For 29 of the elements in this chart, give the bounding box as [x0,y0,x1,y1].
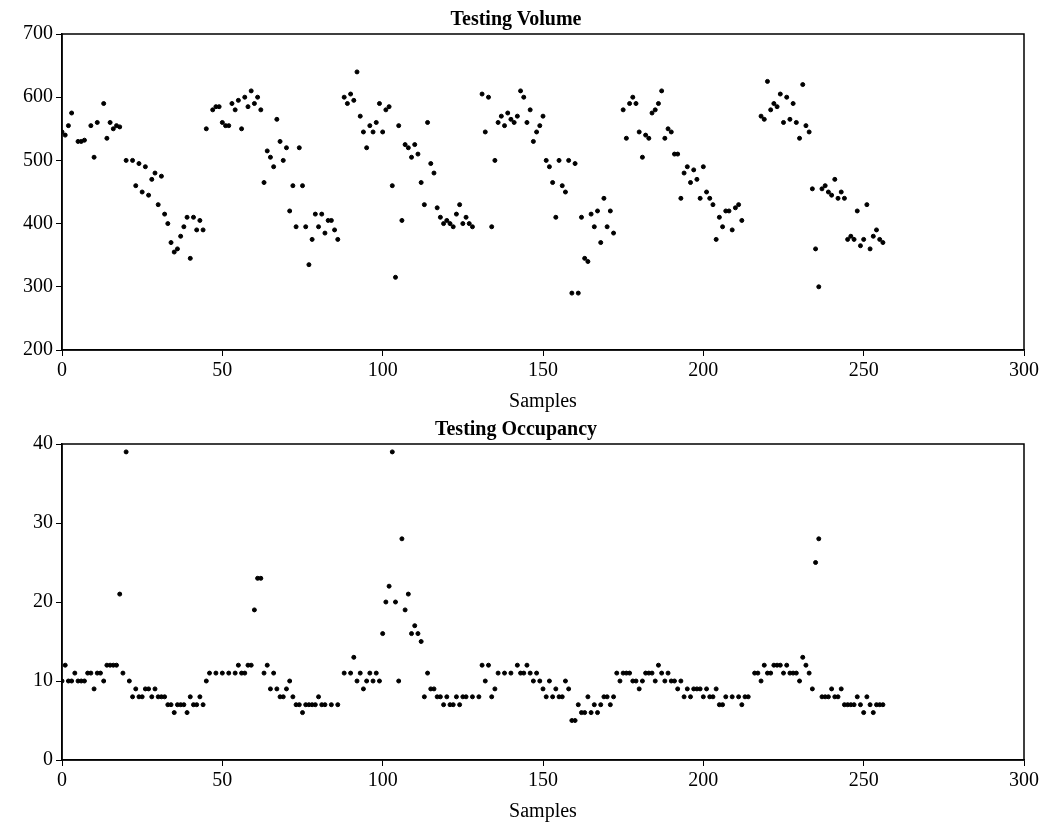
y-tick-label: 20 [33,589,53,612]
x-tick-label: 0 [57,358,67,381]
x-tick-label: 150 [528,358,558,381]
x-axis-title: Samples [509,799,578,823]
x-tick-label: 300 [1009,358,1039,381]
y-tick-label: 30 [33,510,53,533]
y-tick-label: 40 [33,431,53,454]
y-tick-label: 0 [43,747,53,770]
y-tick-label: 400 [23,210,53,233]
y-tick-label: 10 [33,668,53,691]
x-axis-title: Samples [509,389,578,413]
x-tick-label: 300 [1009,768,1039,791]
x-tick-label: 150 [528,768,558,791]
x-tick-label: 50 [212,768,233,791]
x-tick-label: 0 [57,768,67,791]
x-tick-label: 100 [367,768,398,791]
x-tick-label: 250 [848,768,879,791]
chart-title: Testing Occupancy [434,417,598,441]
y-tick-label: 600 [23,84,53,107]
x-tick-label: 100 [367,358,398,381]
y-tick-label: 700 [23,21,53,44]
chart-title: Testing Volume [450,7,582,31]
x-tick-label: 200 [688,768,719,791]
x-tick-label: 50 [212,358,233,381]
x-tick-label: 200 [688,358,719,381]
y-tick-label: 300 [23,274,53,297]
y-tick-label: 500 [23,147,53,170]
y-tick-label: 200 [23,337,53,360]
x-tick-label: 250 [848,358,879,381]
